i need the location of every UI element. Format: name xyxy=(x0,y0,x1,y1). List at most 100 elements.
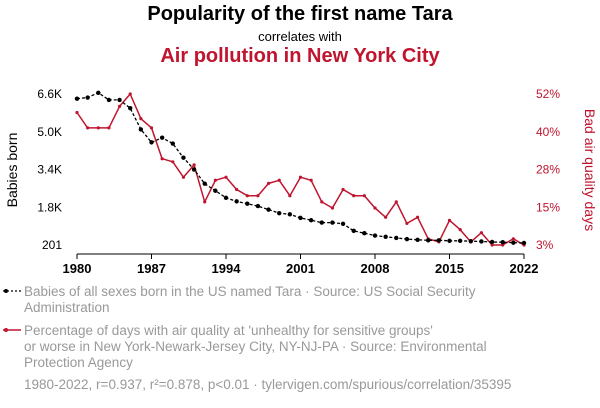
x-tick-label: 2001 xyxy=(286,261,315,276)
series-name-tara-point xyxy=(500,239,505,245)
series-air-pollution-point xyxy=(245,194,249,198)
series-name-tara-point xyxy=(330,220,335,225)
series-name-tara-point xyxy=(213,188,218,193)
y-right-tick-label: 3% xyxy=(536,238,554,252)
series-air-pollution-point xyxy=(288,194,292,198)
series-air-pollution-point xyxy=(86,126,90,130)
series-name-tara-point xyxy=(128,105,133,111)
series-air-pollution-point xyxy=(96,126,100,130)
chart-title: Popularity of the first name Tara xyxy=(147,3,453,25)
series-name-tara-point xyxy=(489,239,495,245)
series-air-pollution-point xyxy=(352,194,356,198)
series-air-pollution-point xyxy=(266,181,271,185)
series-name-tara-point xyxy=(277,210,282,216)
x-tick-label: 2015 xyxy=(435,261,464,276)
series-name-tara-point xyxy=(74,96,80,101)
series-name-tara-point xyxy=(511,240,516,245)
series-air-pollution-point xyxy=(213,178,217,182)
y-left-tick-label: 5.0K xyxy=(37,125,62,139)
series-name-tara-point xyxy=(436,238,442,243)
legend-marker-series1 xyxy=(3,289,21,293)
series-air-pollution-point xyxy=(384,215,388,219)
series-name-tara-point xyxy=(351,228,356,234)
y-right-tick-label: 40% xyxy=(536,125,560,139)
series-air-pollution-point xyxy=(160,157,164,161)
series-air-pollution-point xyxy=(107,126,111,130)
series-air-pollution-point xyxy=(511,237,515,241)
series-air-pollution-point xyxy=(149,126,154,130)
footer-stats: 1980-2022, r=0.937, r²=0.878, p<0.01 · t… xyxy=(24,377,512,392)
series-air-pollution-point xyxy=(362,194,366,198)
x-tick-label: 2008 xyxy=(361,261,390,276)
series-air-pollution-point xyxy=(394,200,398,204)
series-name-tara-point xyxy=(521,240,527,246)
legend-text-series1: Babies of all sexes born in the US named… xyxy=(24,284,476,315)
series-name-tara-point xyxy=(266,207,271,212)
series-air-pollution-point xyxy=(256,194,260,198)
y-right-tick-label: 28% xyxy=(536,163,560,177)
y-left-tick-label: 6.6K xyxy=(37,87,62,101)
series-name-tara-point xyxy=(202,181,207,186)
series-air-pollution-point xyxy=(298,175,303,179)
series-name-tara-point xyxy=(394,235,399,241)
legend-text-series2: Percentage of days with air quality at '… xyxy=(24,323,487,370)
series-air-pollution-point xyxy=(490,243,494,247)
series-air-pollution-point xyxy=(373,206,377,210)
series-name-tara-point xyxy=(170,141,175,146)
series-name-tara-point xyxy=(245,201,250,206)
series-air-pollution-point xyxy=(330,206,335,210)
series-name-tara-point xyxy=(138,127,144,132)
series-name-tara-point xyxy=(479,239,484,244)
series-name-tara-line xyxy=(76,92,525,244)
y-right-tick-label: 52% xyxy=(536,87,560,101)
series-air-pollution-point xyxy=(117,104,122,108)
series-name-tara-point xyxy=(255,203,261,209)
series-air-pollution-point xyxy=(309,178,313,182)
series-name-tara-point xyxy=(159,135,165,140)
series-name-tara-point xyxy=(426,238,431,243)
series-name-tara-point xyxy=(447,238,452,243)
series-name-tara-point xyxy=(383,234,388,239)
series-air-pollution-point xyxy=(415,215,420,219)
series-name-tara-point xyxy=(149,140,154,145)
series-name-tara-point xyxy=(96,90,101,96)
series-name-tara-point xyxy=(191,167,197,172)
series-name-tara-point xyxy=(340,221,346,226)
series-name-tara-point xyxy=(457,238,463,243)
chart-subtitle: correlates with xyxy=(258,29,342,44)
series-air-pollution-point xyxy=(171,160,175,164)
series-name-tara-point xyxy=(372,233,378,238)
series-air-pollution-point xyxy=(139,117,143,121)
series-name-tara-point xyxy=(468,239,473,244)
series-name-tara-point xyxy=(319,220,324,225)
y-left-tick-label: 201 xyxy=(42,238,62,252)
series-name-tara-point xyxy=(404,236,410,242)
series-name-tara-point xyxy=(223,195,229,201)
series-air-pollution-point xyxy=(447,218,452,222)
series-air-pollution-point xyxy=(192,163,196,167)
y-right-axis-label: Bad air quality days xyxy=(582,109,598,231)
series-name-tara-point xyxy=(308,218,314,223)
series-name-tara-point xyxy=(298,215,303,221)
series-air-pollution-point xyxy=(341,187,345,192)
series-air-pollution-point xyxy=(181,175,186,179)
y-left-tick-label: 3.4K xyxy=(37,163,62,177)
series-air-pollution-point xyxy=(235,187,239,192)
series-air-pollution-point xyxy=(320,200,324,204)
series-name-tara-point xyxy=(85,95,90,100)
chart-title-secondary: Air pollution in New York City xyxy=(160,45,440,67)
y-right-tick-label: 15% xyxy=(536,200,560,214)
series-air-pollution-line xyxy=(76,93,525,246)
x-tick-label: 1980 xyxy=(63,261,92,276)
series-name-tara-point xyxy=(234,199,239,204)
series-air-pollution-point xyxy=(75,110,79,115)
series-name-tara-point xyxy=(181,155,186,160)
series-name-tara-point xyxy=(415,237,420,243)
series-air-pollution-point xyxy=(277,178,281,182)
series-air-pollution-point xyxy=(458,227,462,232)
y-left-tick-label: 1.8K xyxy=(37,200,62,214)
series-air-pollution-point xyxy=(479,231,484,235)
y-left-axis-label: Babies born xyxy=(4,133,20,208)
x-tick-label: 1987 xyxy=(137,261,166,276)
